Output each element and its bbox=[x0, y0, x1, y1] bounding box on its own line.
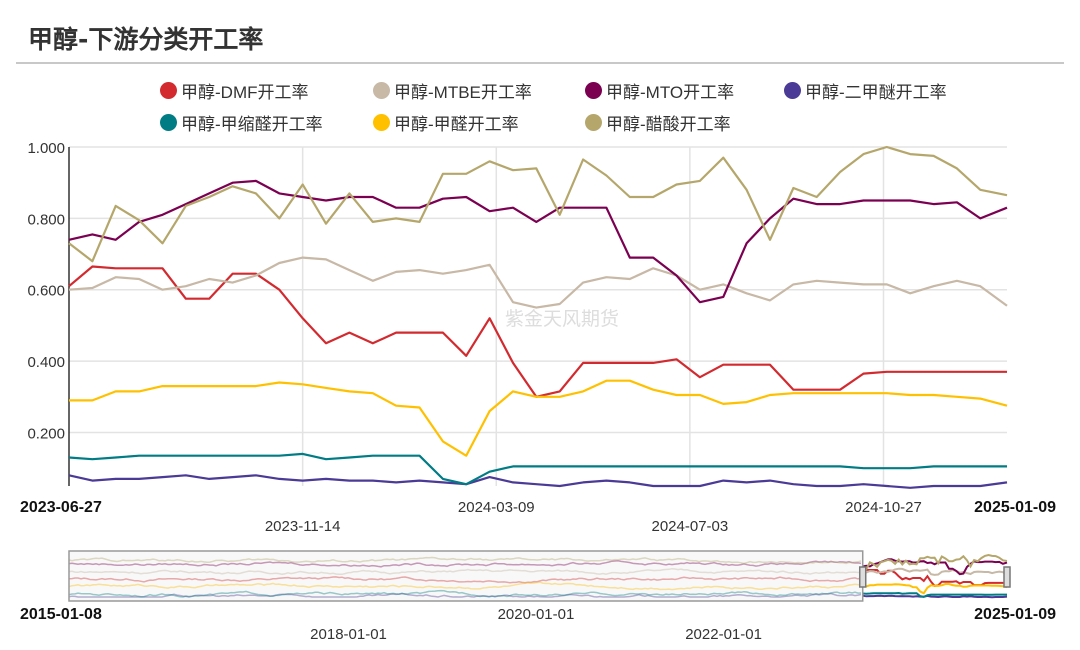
navigator-end-label: 2025-01-09 bbox=[974, 606, 1056, 623]
x-tick-label: 2023-11-14 bbox=[265, 518, 341, 535]
legend-label: 甲醇-二甲醚开工率 bbox=[805, 83, 947, 102]
navigator-tick-label: 2022-01-01 bbox=[685, 626, 762, 643]
navigator-series-line bbox=[862, 567, 1008, 576]
navigator-history-line bbox=[68, 556, 862, 565]
x-tick-label: 2023-06-27 bbox=[20, 499, 102, 516]
legend-marker bbox=[373, 114, 390, 131]
legend-item-methylal[interactable]: 甲醇-甲缩醛开工率 bbox=[160, 110, 323, 135]
legend-label: 甲醇-醋酸开工率 bbox=[606, 115, 731, 134]
y-tick-label: 1.000 bbox=[27, 140, 65, 157]
legend-marker bbox=[585, 82, 602, 99]
x-tick-label: 2024-07-03 bbox=[652, 518, 729, 535]
y-tick-label: 0.800 bbox=[27, 211, 65, 228]
series-line-1 bbox=[68, 256, 1008, 309]
navigator-start-label: 2015-01-08 bbox=[20, 606, 102, 623]
legend-item-formaldehyde[interactable]: 甲醇-甲醛开工率 bbox=[373, 110, 519, 135]
navigator-history-line bbox=[68, 567, 862, 576]
navigator-mask bbox=[68, 550, 864, 602]
grid bbox=[69, 146, 1007, 486]
navigator-series-line bbox=[862, 591, 1007, 598]
watermark: 紫金天风期货 bbox=[505, 308, 619, 330]
legend-marker bbox=[585, 114, 602, 131]
x-tick-label: 2024-10-27 bbox=[845, 499, 922, 516]
legend-item-mto[interactable]: 甲醇-MTO开工率 bbox=[585, 78, 734, 103]
legend-marker bbox=[373, 82, 390, 99]
legend-item-dme[interactable]: 甲醇-二甲醚开工率 bbox=[784, 78, 947, 103]
navigator-history-line bbox=[68, 581, 862, 591]
legend-marker bbox=[160, 114, 177, 131]
series-line-6 bbox=[68, 145, 1008, 263]
x-tick-label: 2025-01-09 bbox=[974, 499, 1056, 516]
navigator-series-line bbox=[862, 594, 1008, 599]
navigator-right-handle[interactable] bbox=[1003, 566, 1011, 588]
page-title: 甲醇-下游分类开工率 bbox=[28, 25, 264, 54]
legend-item-dmf[interactable]: 甲醇-DMF开工率 bbox=[160, 78, 308, 103]
navigator-left-handle[interactable] bbox=[858, 566, 867, 588]
legend-label: 甲醇-MTO开工率 bbox=[606, 83, 735, 102]
navigator-history-line bbox=[68, 576, 862, 584]
legend-item-mtbe[interactable]: 甲醇-MTBE开工率 bbox=[373, 78, 532, 103]
legend-label: 甲醇-DMF开工率 bbox=[181, 83, 309, 102]
legend-label: 甲醇-甲缩醛开工率 bbox=[181, 115, 323, 134]
legend-label: 甲醇-MTBE开工率 bbox=[394, 83, 532, 102]
series-line-5 bbox=[69, 379, 1008, 457]
series-line-0 bbox=[68, 265, 1007, 398]
navigator: 2015-01-08 2025-01-09 2018-01-01 2020-01-01… bbox=[20, 550, 1056, 643]
navigator-history-line bbox=[68, 560, 862, 568]
series-line-3 bbox=[68, 474, 1008, 489]
navigator-history-line bbox=[68, 589, 862, 598]
y-tick-label: 0.400 bbox=[27, 354, 65, 371]
navigator-history-line bbox=[68, 592, 862, 598]
legend-label: 甲醇-甲醛开工率 bbox=[394, 115, 519, 134]
legend-marker bbox=[784, 82, 801, 99]
x-tick-label: 2024-03-09 bbox=[458, 499, 535, 516]
y-tick-label: 0.600 bbox=[27, 283, 65, 300]
navigator-series-line bbox=[862, 583, 1008, 595]
y-tick-label: 0.200 bbox=[27, 425, 65, 442]
legend-item-acetic-acid[interactable]: 甲醇-醋酸开工率 bbox=[585, 110, 731, 135]
legend-marker bbox=[160, 82, 177, 99]
title-divider bbox=[16, 62, 1064, 64]
navigator-tick-label: 2020-01-01 bbox=[498, 606, 575, 623]
navigator-tick-label: 2018-01-01 bbox=[310, 626, 387, 643]
navigator-series-line bbox=[862, 553, 1008, 571]
